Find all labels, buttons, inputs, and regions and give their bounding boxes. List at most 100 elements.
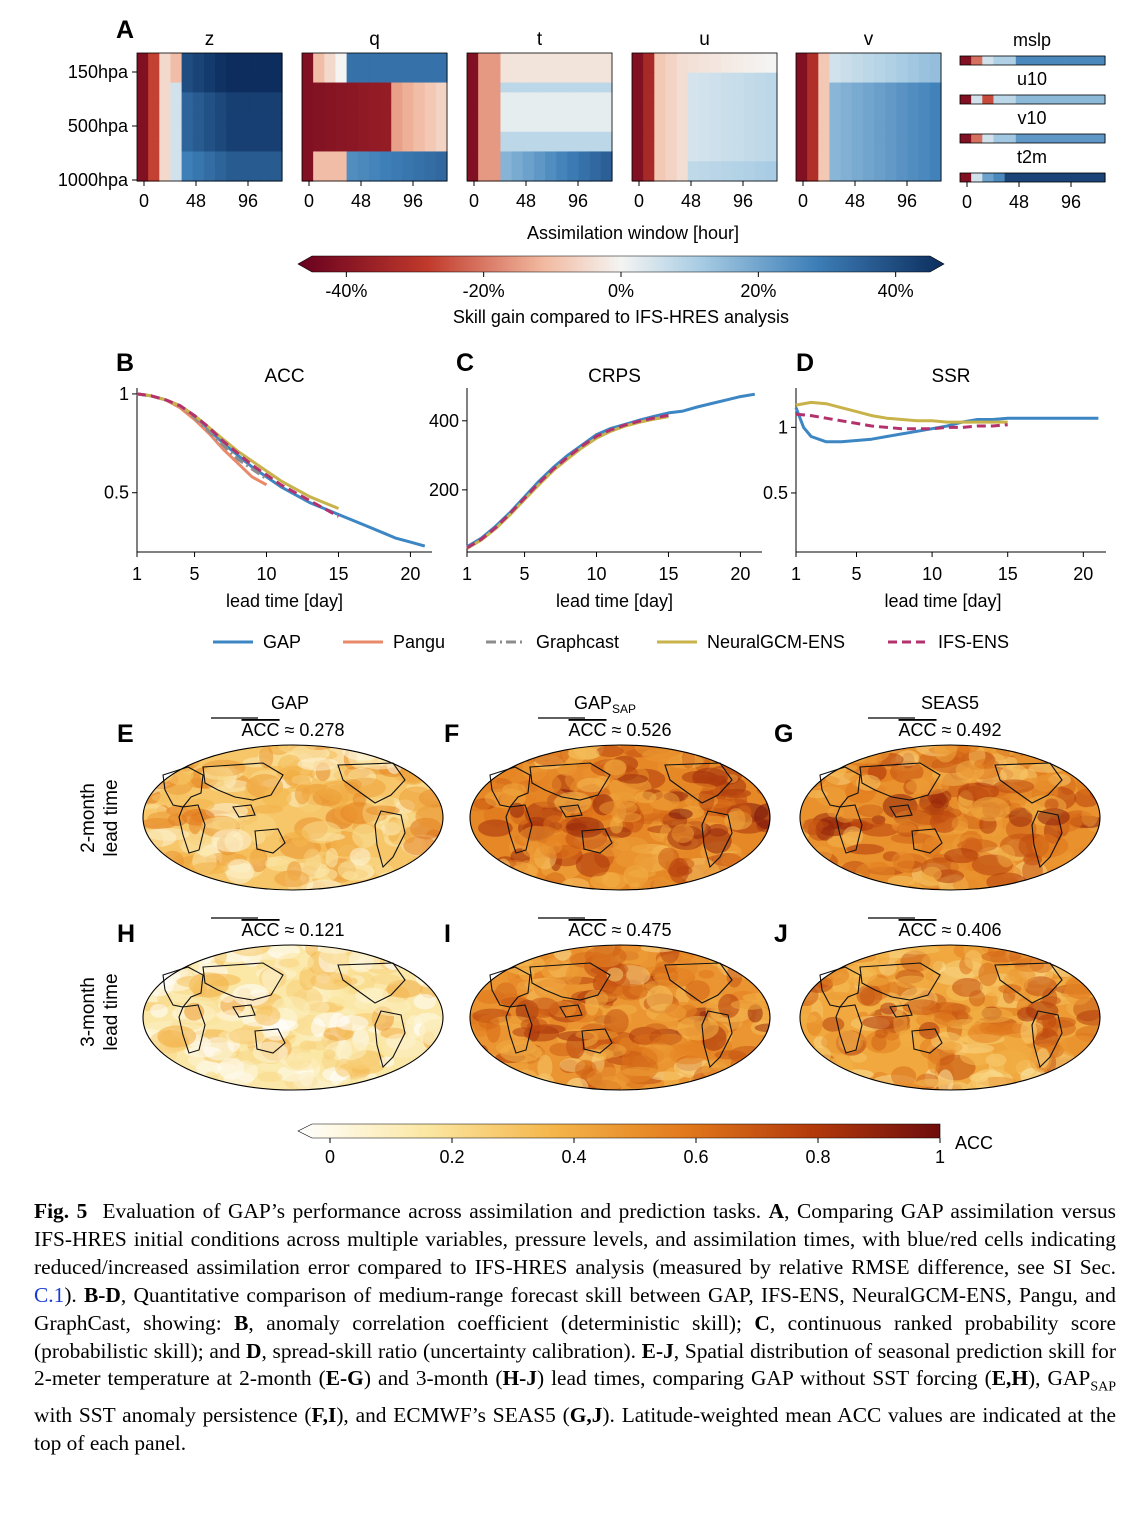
acc-blob bbox=[433, 874, 443, 886]
acc-blob bbox=[970, 796, 1010, 822]
acc-blob bbox=[603, 1008, 629, 1035]
heatmap-cell bbox=[478, 102, 490, 113]
colorbar-tick-label: -20% bbox=[463, 281, 505, 301]
heatmap-cell bbox=[807, 141, 819, 153]
heatmap-cell bbox=[556, 131, 568, 143]
heatmap-cell bbox=[248, 92, 261, 103]
heatmap-cell bbox=[380, 102, 392, 113]
heatmap-cell bbox=[380, 92, 392, 103]
acc-blob bbox=[418, 1018, 443, 1044]
heatmap-cell bbox=[754, 131, 767, 143]
heatmap-cell bbox=[500, 53, 513, 64]
heatmap-cell bbox=[237, 121, 250, 133]
acc-blob bbox=[711, 967, 725, 990]
heatmap-cell bbox=[765, 102, 778, 113]
acc-blob bbox=[584, 996, 599, 1016]
x-axis-label: lead time [day] bbox=[226, 591, 343, 611]
heatmap-cell bbox=[676, 151, 689, 162]
column-title-gap: GAP bbox=[271, 693, 309, 713]
panel-letter-d: D bbox=[796, 349, 814, 377]
acc-blob bbox=[379, 876, 399, 890]
heatmap-cell bbox=[807, 72, 819, 84]
heatmap-cell bbox=[226, 161, 238, 172]
heatmap-cell bbox=[478, 161, 490, 172]
heatmap-cell bbox=[335, 53, 348, 64]
acc-blob bbox=[560, 878, 590, 890]
acc-blob bbox=[598, 800, 638, 817]
heatmap-cell bbox=[567, 72, 580, 84]
heatmap-frame bbox=[631, 52, 778, 182]
heatmap-cell bbox=[413, 92, 426, 103]
heatmap-cell bbox=[137, 102, 149, 113]
heatmap-cell bbox=[148, 141, 160, 153]
heatmap-title: v bbox=[864, 29, 874, 50]
heatmap-cell bbox=[687, 161, 700, 172]
heatmap-cell bbox=[259, 112, 272, 123]
heatmap-cell bbox=[522, 121, 535, 133]
x-tick-label: 96 bbox=[568, 191, 588, 211]
heatmap-cell bbox=[203, 102, 216, 113]
y-tick-label: 150hpa bbox=[68, 62, 129, 82]
map-outline bbox=[799, 944, 1101, 1091]
acc-blob bbox=[1088, 778, 1100, 800]
heatmap-cell bbox=[732, 53, 745, 64]
heatmap-cell bbox=[159, 72, 172, 84]
heatmap-cell bbox=[346, 121, 359, 133]
heatmap-cell bbox=[402, 62, 415, 74]
heatmap-cell bbox=[335, 72, 348, 84]
heatmap-cell bbox=[215, 151, 227, 162]
heatmap-cell bbox=[137, 72, 149, 84]
heatmap-cell bbox=[840, 92, 853, 103]
acc-blob bbox=[692, 767, 729, 788]
heatmap-cell bbox=[665, 62, 678, 74]
heatmap-cell bbox=[918, 112, 931, 123]
heatmap-cell bbox=[796, 161, 808, 172]
acc-blob bbox=[1050, 955, 1080, 978]
acc-blob bbox=[554, 791, 592, 814]
series-line-ifs-ens bbox=[136, 392, 340, 518]
mean-acc-text: ACC ≈ 0.475 bbox=[569, 920, 672, 940]
heatmap-cell bbox=[192, 53, 205, 64]
map-panel-g: G ACC ≈ 0.492 bbox=[774, 717, 1101, 891]
heatmap-cell bbox=[818, 131, 831, 143]
heatmap-cell bbox=[600, 171, 613, 182]
heatmap-cell bbox=[270, 92, 283, 103]
heatmap-cell bbox=[743, 112, 756, 123]
heatmap-cell bbox=[862, 141, 875, 153]
caption-ref-a: A bbox=[768, 1199, 785, 1223]
heatmap-cell bbox=[259, 92, 272, 103]
acc-blob bbox=[470, 745, 500, 758]
heatmap-cell bbox=[270, 112, 283, 123]
heatmap-cell bbox=[335, 121, 348, 133]
heatmap-cell bbox=[489, 151, 502, 162]
heatmap-cell bbox=[545, 161, 557, 172]
heatmap-cell bbox=[380, 62, 392, 74]
heatmap-cell bbox=[192, 92, 205, 103]
acc-blob bbox=[418, 768, 443, 780]
acc-blob bbox=[514, 1069, 539, 1090]
heatmap-cell bbox=[368, 131, 381, 143]
heatmap-cell bbox=[929, 161, 942, 172]
heatmap-cell bbox=[600, 151, 613, 162]
heatmap-cell bbox=[424, 141, 437, 153]
caption-ref-e-g: E-G bbox=[325, 1366, 364, 1391]
heatmap-cell bbox=[467, 92, 479, 103]
heatmap-cell bbox=[259, 171, 272, 182]
acc-blob bbox=[725, 1061, 754, 1083]
heatmap-cell bbox=[467, 112, 479, 123]
caption-link-c1[interactable]: C.1 bbox=[34, 1282, 65, 1307]
heatmap-cell bbox=[818, 121, 831, 133]
heatmap-cell bbox=[754, 53, 767, 64]
heatmap-cell bbox=[203, 112, 216, 123]
heatmap-cell bbox=[918, 161, 931, 172]
heatmap-cell bbox=[710, 92, 722, 103]
heatmap-cell bbox=[522, 151, 535, 162]
heatmap-cell bbox=[589, 161, 602, 172]
acc-blob bbox=[417, 870, 443, 886]
heatmap-cell bbox=[424, 131, 437, 143]
heatmap-cell bbox=[181, 161, 194, 172]
heatmap-cell bbox=[840, 112, 853, 123]
acc-blob bbox=[856, 774, 881, 791]
heatmap-cell bbox=[654, 53, 667, 64]
heatmap-cell bbox=[665, 53, 678, 64]
